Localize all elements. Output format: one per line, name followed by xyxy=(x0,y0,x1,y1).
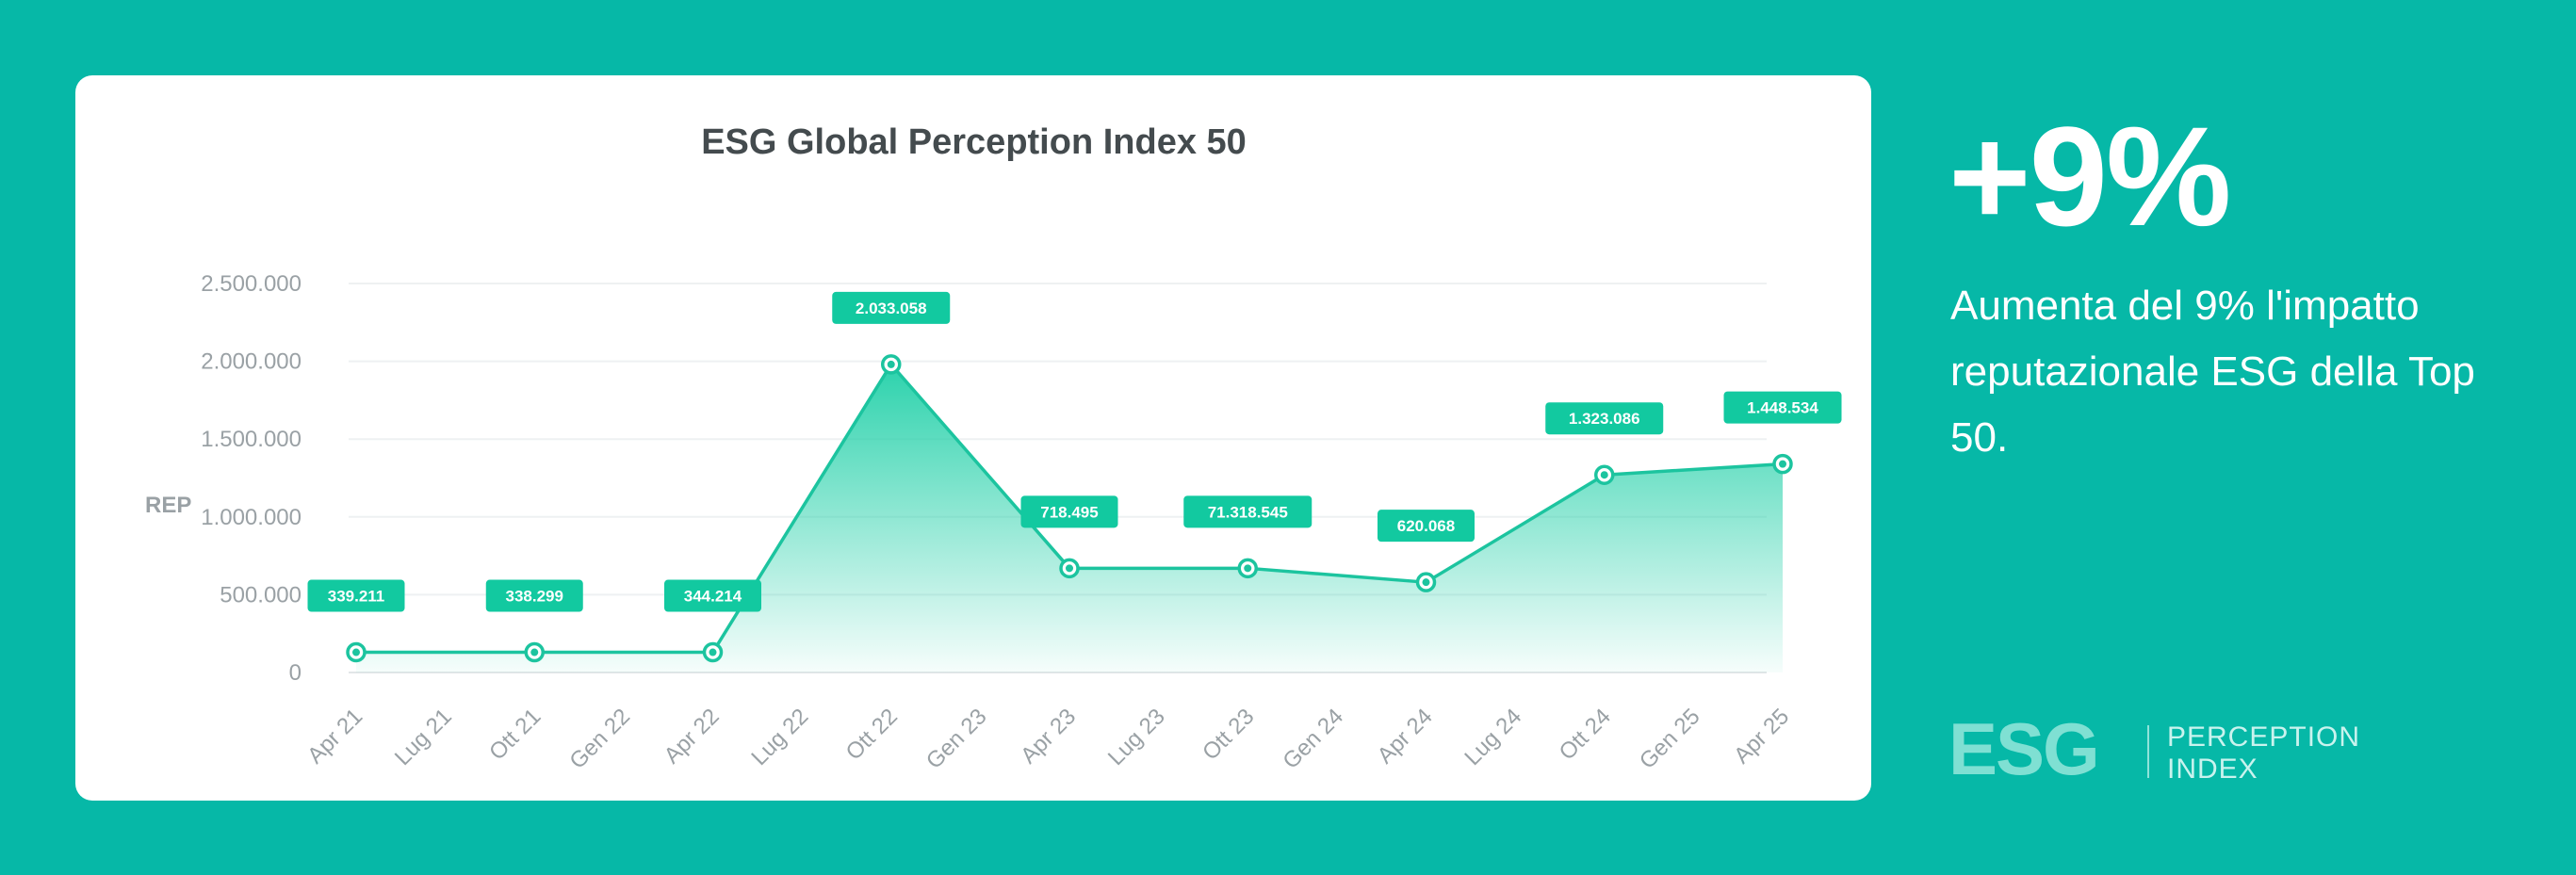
data-point-dot xyxy=(1600,471,1608,479)
data-label: 339.211 xyxy=(328,588,385,606)
data-label-bg xyxy=(307,579,405,612)
logo-mark: ESG xyxy=(1948,718,2098,786)
x-tick-label: Gen 23 xyxy=(921,704,992,774)
data-label-bg xyxy=(832,291,951,324)
data-point-dot xyxy=(530,648,539,656)
data-label-bg xyxy=(1545,402,1664,435)
logo-line1: PERCEPTION xyxy=(2167,721,2361,753)
x-tick-label: Lug 23 xyxy=(1103,704,1170,770)
data-point-dot xyxy=(1422,578,1430,587)
data-point-dot xyxy=(352,648,360,656)
logo-wordmark: PERCEPTION INDEX xyxy=(2167,721,2360,786)
series-area xyxy=(356,364,1783,672)
x-tick-label: Lug 21 xyxy=(390,704,457,770)
data-label: 620.068 xyxy=(1397,517,1455,535)
y-tick-label: 1.500.000 xyxy=(201,427,302,452)
data-label: 338.299 xyxy=(506,588,563,606)
y-axis-label: REP xyxy=(145,493,191,518)
x-tick-label: Apr 25 xyxy=(1729,704,1794,769)
data-point-dot xyxy=(1779,460,1786,468)
logo-line2: INDEX xyxy=(2167,753,2258,785)
chart: 0 500.000 1.000.000 1.500.000 2.000.000 2.500… xyxy=(145,271,1842,774)
x-tick-label: Lug 24 xyxy=(1459,704,1526,770)
data-label: 344.214 xyxy=(684,588,742,606)
data-label: 2.033.058 xyxy=(856,300,927,317)
x-tick-label: Lug 22 xyxy=(746,704,813,770)
chart-card: 0 500.000 1.000.000 1.500.000 2.000.000 2.500… xyxy=(75,75,1871,801)
data-label: 71.318.545 xyxy=(1208,503,1288,521)
x-tick-label: Gen 25 xyxy=(1635,704,1705,774)
x-tick-label: Gen 24 xyxy=(1278,704,1348,774)
x-tick-label: Apr 21 xyxy=(302,704,367,769)
esg-logo-icon: ESG xyxy=(1948,718,2100,786)
headline-value: +9% xyxy=(1948,97,2231,255)
logo-divider xyxy=(2147,725,2149,778)
data-point-dot xyxy=(1244,564,1252,573)
data-label-bg xyxy=(485,579,583,612)
data-point-dot xyxy=(709,648,717,656)
data-label: 718.495 xyxy=(1040,503,1098,521)
y-tick-label: 2.500.000 xyxy=(201,271,302,297)
data-label: 1.448.534 xyxy=(1747,399,1818,417)
data-label-bg xyxy=(664,579,761,612)
y-tick-label: 0 xyxy=(289,660,302,686)
y-tick-label: 2.000.000 xyxy=(201,349,302,375)
headline-text: Aumenta del 9% l'impatto reputazionale E… xyxy=(1950,283,2475,461)
data-label-bg xyxy=(1183,495,1312,528)
x-tick-label: Ott 23 xyxy=(1198,704,1259,765)
x-tick-label: Apr 22 xyxy=(660,704,725,769)
data-label-bg xyxy=(1723,391,1842,424)
data-label-bg xyxy=(1020,495,1118,528)
x-tick-label: Ott 21 xyxy=(484,704,546,765)
esg-logo: ESG PERCEPTION INDEX xyxy=(1948,718,2382,786)
x-tick-label: Ott 22 xyxy=(841,704,903,765)
x-tick-label: Gen 22 xyxy=(564,704,635,774)
data-label-bg xyxy=(1378,510,1475,543)
y-tick-label: 1.000.000 xyxy=(201,505,302,530)
x-tick-label: Apr 23 xyxy=(1016,704,1081,769)
data-point-dot xyxy=(1066,564,1073,573)
x-tick-label: Ott 24 xyxy=(1555,704,1616,765)
data-point-dot xyxy=(887,360,895,368)
data-label: 1.323.086 xyxy=(1569,410,1640,428)
y-tick-label: 500.000 xyxy=(220,582,302,608)
x-tick-label: Apr 24 xyxy=(1373,704,1438,769)
